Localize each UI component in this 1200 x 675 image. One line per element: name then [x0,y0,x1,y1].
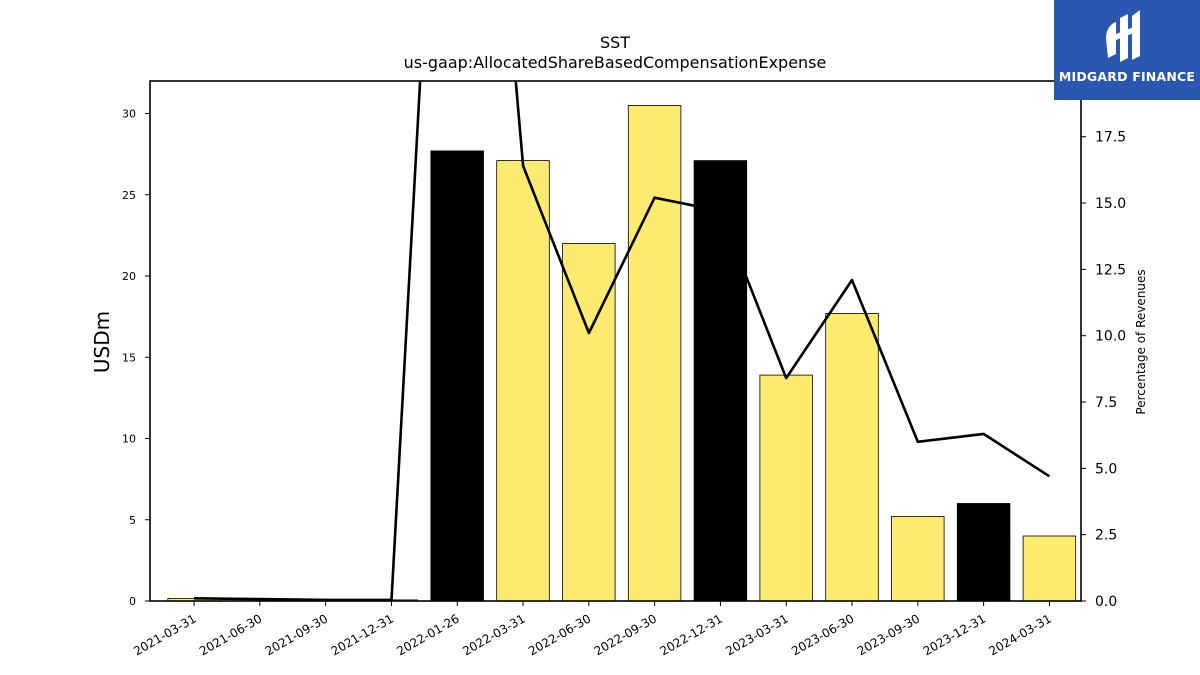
x-tick-label: 2021-12-31 [329,611,396,658]
bar-2024-03-31 [1022,535,1077,602]
left-tick-label: 30 [122,108,136,121]
chart-title: SST [600,33,630,52]
left-tick-label: 0 [129,595,136,608]
logo-text: MIDGARD FINANCE [1058,69,1196,84]
x-tick-label: 2021-03-31 [131,611,198,658]
x-tick-label: 2021-09-30 [263,611,330,658]
y-axis-label: USDm [90,311,114,373]
right-tick-label: 10.0 [1095,329,1126,345]
right-tick-label: 2.5 [1095,528,1117,544]
x-tick-label: 2022-01-26 [394,611,461,658]
x-axis: 2021-03-312021-06-302021-09-302021-12-31… [131,601,1054,658]
right-y-axis: 0.0 2.5 5.0 7.5 10.0 12.5 15.0 17.5 [1081,130,1126,610]
x-tick-label: 2023-09-30 [855,611,922,658]
bar-2022-06-30 [562,243,616,602]
right-tick-label: 7.5 [1095,395,1117,411]
left-tick-label: 20 [122,270,136,283]
bar-2022-01-26 [430,150,484,602]
left-tick-label: 5 [129,514,136,527]
bar-2022-12-31 [693,160,748,602]
right-tick-label: 15.0 [1095,196,1126,212]
right-tick-label: 12.5 [1095,262,1126,278]
left-tick-label: 25 [122,189,136,202]
left-tick-label: 15 [122,351,136,364]
x-tick-label: 2023-12-31 [921,611,988,658]
right-tick-label: 5.0 [1095,461,1117,477]
left-tick-label: 10 [122,433,136,446]
x-tick-label: 2023-03-31 [723,611,790,658]
bar-2022-03-31 [496,160,550,602]
bar-2023-03-31 [759,374,813,602]
bar-2022-09-30 [627,105,682,602]
logo-mark-icon [1106,10,1140,62]
x-tick-label: 2022-06-30 [526,611,593,658]
y2-axis-label: Percentage of Revenues [1134,269,1148,414]
left-y-axis: 0 5 10 15 20 25 30 [122,108,150,608]
x-tick-label: 2024-03-31 [986,611,1053,658]
x-tick-label: 2021-06-30 [197,611,264,658]
plot-frame [149,80,1082,602]
chart-subtitle: us-gaap:AllocatedShareBasedCompensationE… [404,53,827,72]
line-series [194,81,1051,601]
x-tick-label: 2022-03-31 [460,611,527,658]
right-tick-label: 0.0 [1095,594,1117,610]
bar-2023-12-31 [956,503,1011,602]
x-tick-label: 2022-09-30 [592,611,659,658]
right-tick-label: 17.5 [1095,130,1126,146]
x-tick-label: 2023-06-30 [789,611,856,658]
midgard-finance-logo: MIDGARD FINANCE [1054,0,1200,100]
pct-revenue-line [194,81,1051,601]
x-tick-label: 2022-12-31 [657,611,724,658]
bar-2023-06-30 [825,312,879,602]
bar-2023-09-30 [891,516,945,602]
bar-series [167,105,1077,602]
